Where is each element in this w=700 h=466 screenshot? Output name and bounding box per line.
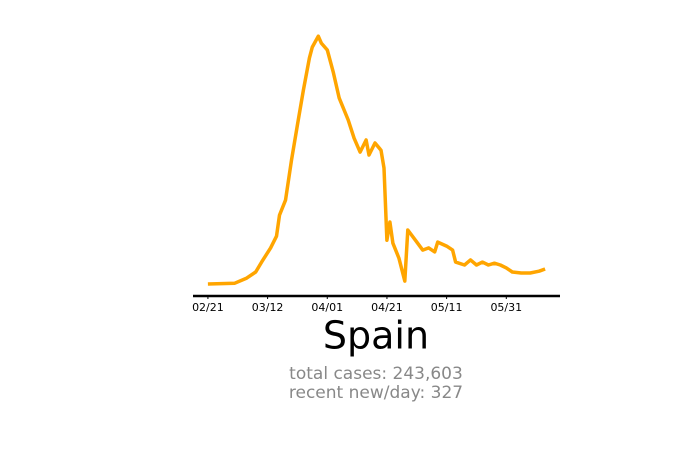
x-tick-label: 03/12 [252,301,284,314]
recent-new-per-day: recent new/day: 327 [289,383,463,403]
line [207,34,546,286]
total-cases: total cases: 243,603 [289,364,463,384]
x-tick-label: 04/21 [371,301,403,314]
x-tick-label: 02/21 [192,301,224,314]
chart-title: Spain [323,314,429,358]
x-tick-label: 05/11 [431,301,463,314]
x-tick-label: 04/01 [311,301,343,314]
x-tick-label: 05/31 [490,301,522,314]
